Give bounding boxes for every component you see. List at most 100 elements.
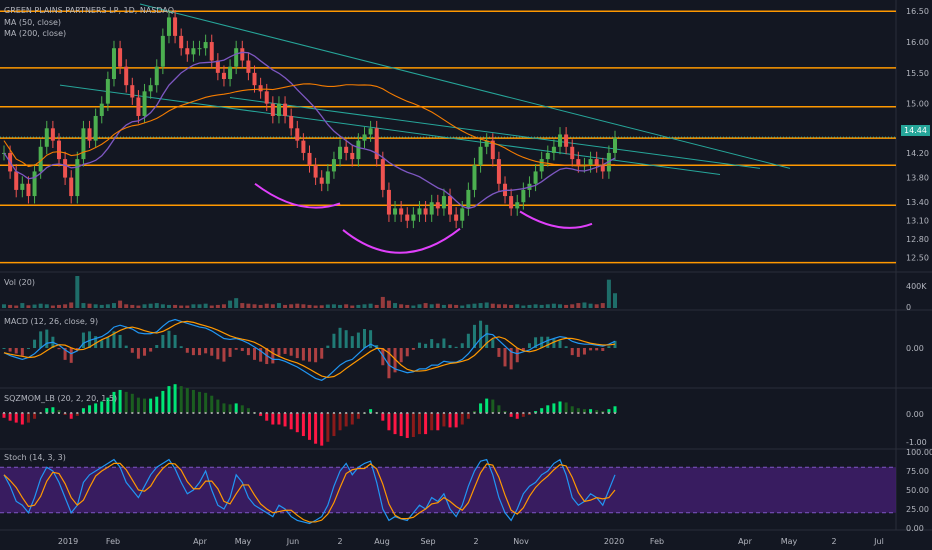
sqz-dot xyxy=(540,412,543,414)
candle-body xyxy=(600,165,605,172)
time-tick-label: 2 xyxy=(473,537,478,546)
sqz-dot xyxy=(430,412,433,414)
candle-body xyxy=(166,17,171,36)
sqz-momentum-bar xyxy=(14,413,18,423)
candle-body xyxy=(111,48,116,80)
sqz-dot xyxy=(559,412,562,414)
macd-histogram-bar xyxy=(405,348,409,357)
sqz-momentum-bar xyxy=(460,413,464,425)
time-tick-label: Jul xyxy=(873,537,884,546)
macd-histogram-bar xyxy=(472,324,476,348)
sqz-dot xyxy=(345,412,348,414)
sqz-dot xyxy=(418,412,421,414)
candle-body xyxy=(87,128,92,141)
stoch-tick-label: 25.00 xyxy=(906,505,929,514)
sqz-dot xyxy=(64,412,67,414)
candle-body xyxy=(240,48,245,61)
macd-histogram-bar xyxy=(534,337,538,348)
macd-histogram-bar xyxy=(570,348,574,356)
candle-body xyxy=(472,165,477,190)
volume-bar xyxy=(14,305,19,308)
candle-body xyxy=(258,85,263,92)
sqz-dot xyxy=(161,412,164,414)
volume-bar xyxy=(148,303,153,308)
sqz-momentum-bar xyxy=(149,398,153,413)
volume-bar xyxy=(38,303,43,308)
volume-bar xyxy=(368,303,373,308)
sqz-dot xyxy=(485,412,488,414)
volume-bar xyxy=(130,304,135,308)
sqz-momentum-bar xyxy=(491,399,495,413)
sqz-momentum-bar xyxy=(118,389,122,413)
volume-bar xyxy=(503,304,508,308)
volume-bar xyxy=(606,279,611,308)
stoch-tick-label: 50.00 xyxy=(906,486,929,495)
sqz-momentum-bar xyxy=(246,408,250,413)
candle-body xyxy=(56,140,61,160)
macd-panel-title: MACD (12, 26, close, 9) xyxy=(4,317,99,326)
macd-histogram-bar xyxy=(589,348,593,351)
volume-bar xyxy=(405,304,410,308)
candle-body xyxy=(478,146,483,166)
candle-body xyxy=(521,189,526,203)
sqz-momentum-bar xyxy=(94,403,98,413)
sqz-dot xyxy=(222,412,225,414)
sqz-momentum-bar xyxy=(161,390,165,413)
sqz-momentum-bar xyxy=(509,413,513,417)
macd-histogram-bar xyxy=(143,348,147,356)
sqz-dot xyxy=(351,412,354,414)
sqz-momentum-bar xyxy=(179,386,183,413)
macd-histogram-bar xyxy=(442,338,446,348)
macd-histogram-bar xyxy=(216,348,220,360)
sqz-dot xyxy=(192,412,195,414)
sqz-momentum-bar xyxy=(283,413,287,427)
sqz-momentum-bar xyxy=(546,405,550,413)
volume-bar xyxy=(399,304,404,308)
candle-body xyxy=(564,134,569,147)
volume-bar xyxy=(386,300,391,308)
sqz-momentum-bar xyxy=(436,413,440,431)
volume-bar xyxy=(185,305,190,308)
macd-histogram-bar xyxy=(411,348,415,350)
candle-body xyxy=(289,115,294,129)
sqz-dot xyxy=(15,412,18,414)
macd-histogram-bar xyxy=(485,324,489,348)
sqz-dot xyxy=(369,412,372,414)
time-tick-label: 2020 xyxy=(604,537,624,546)
sqz-momentum-bar xyxy=(320,413,324,446)
macd-histogram-bar xyxy=(57,348,61,350)
sqz-momentum-bar xyxy=(301,413,305,437)
time-tick-label: May xyxy=(235,537,252,546)
sqz-dot xyxy=(253,412,256,414)
candle-body xyxy=(545,152,550,160)
macd-tick-label: 0.00 xyxy=(906,344,924,353)
volume-bar xyxy=(240,303,245,308)
sqz-dot xyxy=(510,412,513,414)
macd-histogram-bar xyxy=(20,348,24,356)
volume-bar xyxy=(221,304,226,308)
sqz-momentum-bar xyxy=(81,408,85,413)
sqz-momentum-bar xyxy=(399,413,403,437)
time-tick-label: Apr xyxy=(738,537,753,546)
sqz-momentum-bar xyxy=(167,386,171,413)
sqz-dot xyxy=(265,412,268,414)
sqz-momentum-bar xyxy=(265,413,269,421)
candle-body xyxy=(429,202,434,215)
sqz-momentum-bar xyxy=(216,399,220,413)
candle-body xyxy=(136,97,141,116)
volume-bar xyxy=(264,303,269,308)
sqz-dot xyxy=(534,412,537,414)
sqz-dot xyxy=(583,412,586,414)
sqz-momentum-bar xyxy=(338,413,342,431)
sqz-momentum-bar xyxy=(210,395,214,413)
stoch-tick-label: 100.00 xyxy=(906,448,932,457)
sqz-momentum-bar xyxy=(558,401,562,413)
macd-histogram-bar xyxy=(14,348,18,354)
volume-bar xyxy=(197,304,202,308)
volume-bar xyxy=(484,302,489,308)
sqz-dot xyxy=(112,412,115,414)
candle-body xyxy=(276,103,281,116)
candle-body xyxy=(173,17,178,36)
sqz-momentum-bar xyxy=(198,391,202,413)
